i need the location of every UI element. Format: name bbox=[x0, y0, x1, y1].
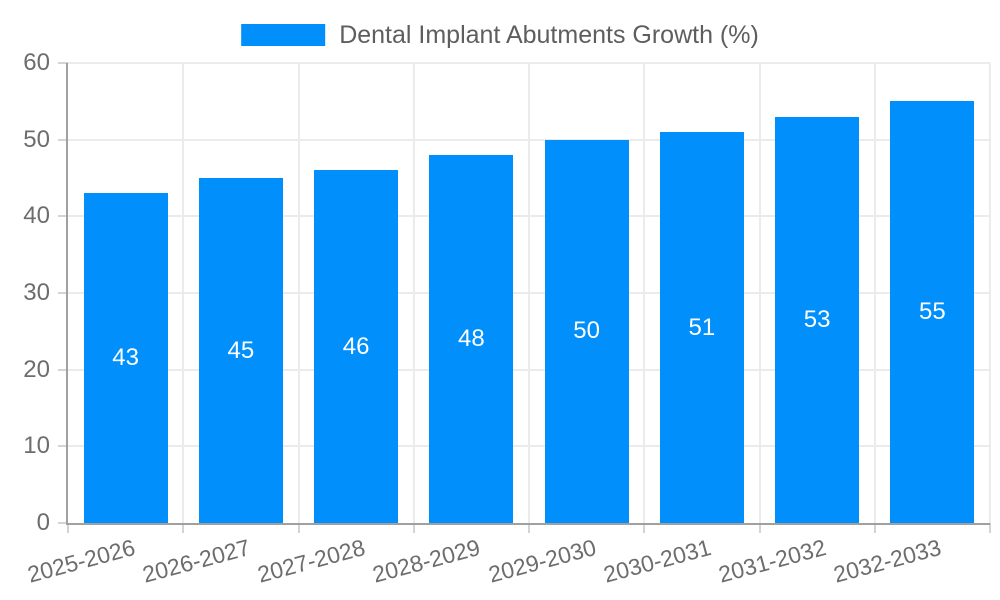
x-axis-tick bbox=[873, 523, 876, 533]
bar-value-label: 45 bbox=[227, 336, 255, 364]
bar[interactable] bbox=[544, 139, 629, 523]
bar[interactable] bbox=[198, 178, 283, 523]
gridline-vertical bbox=[873, 63, 876, 523]
x-axis-label-text: 2030-2031 bbox=[600, 534, 714, 588]
bar[interactable] bbox=[775, 116, 860, 523]
y-axis-tick bbox=[58, 292, 68, 294]
gridline-vertical bbox=[412, 63, 415, 523]
y-axis-tick bbox=[58, 62, 68, 64]
y-axis-tick-label: 30 bbox=[23, 279, 50, 306]
x-axis-label-text: 2027-2028 bbox=[254, 534, 368, 588]
x-axis-label-text: 2032-2033 bbox=[831, 534, 945, 588]
legend-label: Dental Implant Abutments Growth (%) bbox=[339, 21, 759, 49]
y-axis-tick-label: 60 bbox=[23, 49, 50, 76]
gridline-vertical bbox=[989, 63, 991, 523]
bar-value-label: 48 bbox=[458, 325, 485, 352]
gridline-vertical bbox=[643, 63, 646, 523]
x-axis-line bbox=[66, 523, 990, 525]
x-axis-label-text: 2028-2029 bbox=[370, 534, 484, 588]
y-axis-tick bbox=[58, 445, 68, 448]
x-axis-label-text: 2031-2032 bbox=[715, 534, 829, 588]
x-axis-label-text: 2025-2026 bbox=[24, 534, 138, 588]
y-axis-line bbox=[66, 63, 68, 525]
y-axis-tick-label: 10 bbox=[23, 432, 50, 460]
x-axis-tick bbox=[758, 523, 761, 533]
x-axis-tick bbox=[989, 523, 991, 533]
bar-value-label: 50 bbox=[573, 317, 600, 345]
bar-value-label: 55 bbox=[919, 298, 946, 326]
x-axis-tick bbox=[643, 523, 646, 533]
gridline-vertical bbox=[297, 63, 300, 523]
gridline-vertical bbox=[182, 63, 185, 523]
chart-legend[interactable]: Dental Implant Abutments Growth (%) bbox=[241, 21, 759, 49]
bar[interactable] bbox=[890, 101, 975, 523]
gridline-vertical bbox=[758, 63, 761, 523]
y-axis-tick bbox=[58, 368, 68, 371]
gridline-vertical bbox=[528, 63, 530, 523]
y-axis-tick bbox=[58, 215, 68, 218]
x-axis-label-text: 2026-2027 bbox=[139, 534, 253, 588]
bar-value-label: 51 bbox=[688, 313, 716, 341]
y-axis-tick bbox=[58, 138, 68, 141]
y-axis-tick bbox=[58, 522, 68, 524]
x-axis-label-text: 2029-2030 bbox=[485, 534, 599, 588]
y-axis-tick-label: 0 bbox=[36, 509, 50, 536]
bar[interactable] bbox=[314, 170, 399, 523]
y-axis-tick-label: 40 bbox=[23, 202, 50, 230]
x-axis-tick bbox=[297, 523, 300, 533]
x-axis-tick bbox=[528, 523, 530, 533]
bar[interactable] bbox=[659, 132, 744, 523]
legend-swatch bbox=[241, 24, 326, 46]
bar-value-label: 53 bbox=[803, 305, 831, 333]
bar[interactable] bbox=[83, 193, 168, 523]
x-axis-tick bbox=[182, 523, 185, 533]
y-axis-tick-label: 20 bbox=[23, 355, 50, 383]
bar-value-label: 46 bbox=[342, 332, 370, 360]
bar[interactable] bbox=[429, 155, 514, 523]
y-axis-tick-label: 50 bbox=[23, 125, 50, 153]
bar-value-label: 43 bbox=[112, 344, 139, 372]
x-axis-tick bbox=[412, 523, 415, 533]
x-axis-tick bbox=[67, 523, 69, 533]
